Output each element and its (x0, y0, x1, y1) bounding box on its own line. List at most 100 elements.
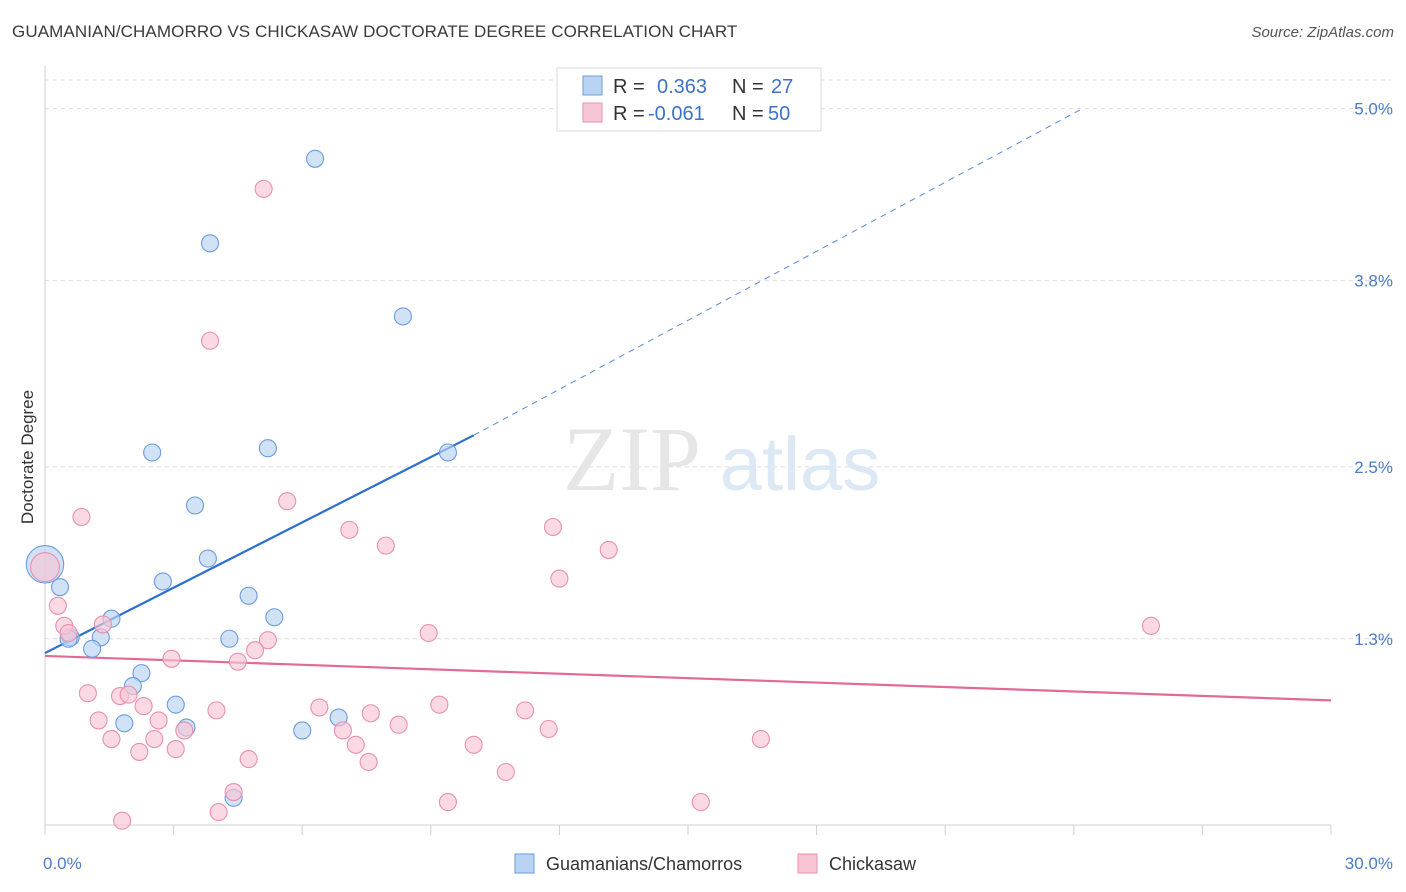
stats-n-value-1: 27 (771, 76, 793, 98)
point-chickasaw-8 (550, 569, 569, 588)
stats-r-label-2: R = (613, 103, 645, 125)
point-chickasaw-38 (464, 735, 483, 754)
stats-legend: R = 0.363 N = 27 R = -0.061 N = 50 (556, 67, 822, 132)
point-chickasaw-23 (134, 697, 153, 716)
stats-r-value-1: 0.363 (657, 76, 707, 98)
point-chickasaw-31 (175, 721, 194, 740)
point-chickasaw-37 (346, 735, 365, 754)
legend-swatch-chickasaw (797, 853, 818, 874)
y-tick-label-0: 1.3% (1354, 630, 1393, 649)
point-chickasaw-49 (113, 811, 132, 830)
point-chickasaw-47 (691, 793, 710, 812)
point-chickasaw-17 (245, 641, 265, 660)
point-guamanians-5 (438, 443, 457, 462)
point-chickasaw-39 (751, 729, 770, 749)
point-chickasaw-46 (438, 793, 457, 812)
point-guamanians-17 (83, 639, 102, 658)
y-tick-labels: 1.3% 2.5% 3.8% 5.0% (1354, 100, 1393, 649)
point-guamanians-9 (239, 586, 258, 605)
trend-line-chickasaw (44, 654, 1332, 702)
legend-swatch-guamanians (514, 853, 535, 874)
point-chickasaw-43 (359, 752, 378, 772)
point-chickasaw-0 (254, 179, 273, 198)
point-chickasaw-40 (130, 742, 149, 761)
point-guamanians-16 (220, 629, 239, 648)
point-guamanians-19 (132, 664, 151, 683)
point-chickasaw-18 (162, 649, 181, 668)
point-chickasaw-4 (340, 520, 359, 539)
point-chickasaw-1 (200, 331, 220, 350)
grid-lines (45, 79, 1391, 640)
y-axis-label: Doctorate Degree (18, 390, 37, 524)
trend-lines (44, 108, 1332, 702)
point-chickasaw-24 (207, 701, 226, 720)
stats-n-value-2: 50 (768, 103, 790, 125)
point-chickasaw-36 (145, 729, 164, 749)
x-tick-labels: 0.0% 30.0% (43, 854, 1393, 873)
point-chickasaw-45 (224, 782, 243, 802)
x-tick-label-0: 0.0% (43, 854, 82, 873)
trend-line-guamanians-projection (473, 108, 1083, 436)
point-chickasaw-19 (228, 652, 247, 671)
stats-n-label-1: N = (732, 76, 764, 98)
point-guamanians-6 (185, 496, 205, 515)
chart-title: GUAMANIAN/CHAMORRO VS CHICKASAW DOCTORAT… (12, 22, 738, 41)
point-chickasaw-15 (419, 623, 438, 643)
watermark: ZIP atlas (563, 408, 880, 510)
point-guamanians-7 (198, 549, 217, 568)
point-chickasaw-29 (89, 711, 108, 730)
point-guamanians-8 (153, 572, 172, 591)
point-chickasaw-30 (149, 711, 168, 730)
stats-n-label-2: N = (732, 103, 764, 125)
point-chickasaw-13 (59, 623, 78, 643)
point-chickasaw-33 (389, 715, 408, 734)
source-credit: Source: ZipAtlas.com (1251, 24, 1394, 41)
axes (44, 66, 1332, 835)
y-tick-label-1: 2.5% (1354, 458, 1393, 477)
series-legend: Guamanians/Chamorros Chickasaw (514, 853, 917, 874)
y-tick-label-3: 5.0% (1354, 100, 1393, 119)
stats-legend-blue-swatch (582, 75, 603, 96)
point-chickasaw-35 (102, 729, 121, 749)
stats-r-label-1: R = (613, 76, 645, 98)
point-chickasaw-6 (543, 517, 563, 537)
y-tick-label-2: 3.8% (1354, 272, 1393, 291)
point-chickasaw-32 (333, 721, 352, 740)
point-chickasaw-7 (599, 540, 618, 559)
point-guamanians-3 (143, 443, 162, 462)
point-chickasaw-28 (516, 701, 535, 720)
point-chickasaw-22 (119, 685, 138, 704)
point-guamanians-0 (306, 149, 325, 168)
point-chickasaw-11 (48, 596, 67, 615)
point-chickasaw-14 (93, 615, 112, 634)
point-chickasaw-10 (29, 552, 60, 583)
point-guamanians-4 (258, 439, 277, 458)
point-guamanians-25 (293, 721, 312, 740)
legend-label-guamanians: Guamanians/Chamorros (546, 854, 742, 874)
point-guamanians-1 (200, 234, 220, 253)
point-chickasaw-9 (1141, 616, 1161, 635)
legend-label-chickasaw: Chickasaw (829, 854, 917, 874)
point-guamanians-21 (166, 695, 185, 714)
point-guamanians-2 (393, 307, 412, 326)
point-chickasaw-3 (278, 492, 297, 511)
stats-r-value-2: -0.061 (648, 103, 705, 125)
point-chickasaw-20 (78, 684, 97, 703)
watermark-zip: ZIP (563, 408, 701, 510)
x-tick-label-1: 30.0% (1345, 854, 1393, 873)
point-guamanians-10 (50, 578, 70, 597)
data-points (25, 149, 1161, 830)
point-chickasaw-41 (166, 740, 185, 759)
watermark-atlas: atlas (720, 422, 881, 507)
point-chickasaw-2 (72, 507, 91, 527)
point-chickasaw-5 (376, 536, 395, 555)
point-chickasaw-25 (310, 698, 329, 717)
point-chickasaw-42 (239, 750, 258, 769)
point-guamanians-22 (115, 714, 134, 733)
point-chickasaw-44 (496, 762, 515, 782)
point-chickasaw-27 (430, 695, 449, 714)
stats-legend-pink-swatch (582, 102, 603, 123)
point-chickasaw-26 (361, 704, 380, 723)
point-chickasaw-16 (258, 631, 277, 650)
